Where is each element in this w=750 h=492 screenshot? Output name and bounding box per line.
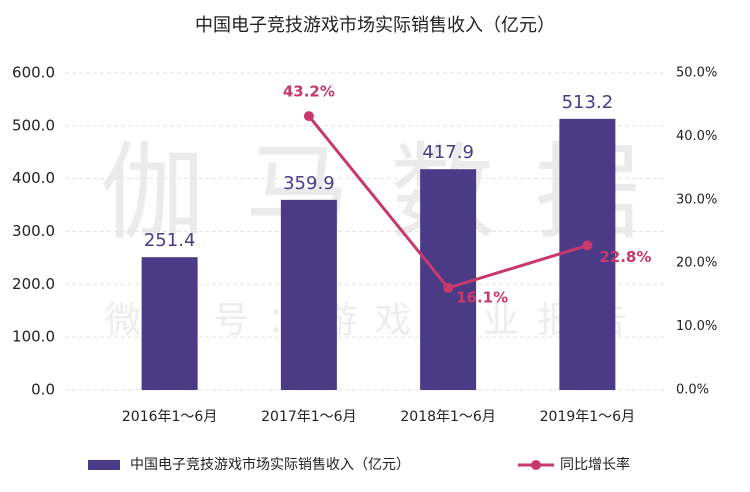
- line-point: [582, 240, 593, 251]
- data-label: 417.9: [422, 142, 474, 163]
- y2-tick-label: 0.0%: [676, 383, 709, 398]
- x-tick-label: 2017年1～6月: [261, 409, 356, 425]
- legend-swatch: [88, 460, 120, 470]
- x-tick-label: 2018年1～6月: [400, 409, 495, 425]
- y2-tick-label: 10.0%: [676, 319, 717, 334]
- legend-label: 中国电子竞技游戏市场实际销售收入（亿元）: [130, 456, 410, 473]
- data-label: 513.2: [562, 92, 614, 113]
- y-tick-label: 200.0: [12, 275, 55, 293]
- y-tick-label: 400.0: [12, 169, 55, 187]
- y2-tick-label: 40.0%: [676, 129, 717, 144]
- data-label: 22.8%: [599, 248, 651, 266]
- line-point: [443, 282, 454, 293]
- data-label: 43.2%: [283, 83, 335, 101]
- x-tick-label: 2016年1～6月: [122, 409, 217, 425]
- line-point: [303, 111, 314, 122]
- y-tick-label: 100.0: [12, 328, 55, 346]
- legend-swatch: [531, 460, 541, 470]
- y-tick-label: 500.0: [12, 116, 55, 134]
- data-label: 16.1%: [456, 288, 508, 306]
- y-tick-label: 600.0: [12, 64, 55, 82]
- y-tick-label: 0.0: [31, 381, 55, 399]
- legend-label: 同比增长率: [560, 456, 630, 473]
- y2-tick-label: 20.0%: [676, 256, 717, 271]
- y-tick-label: 300.0: [12, 222, 55, 240]
- data-label: 251.4: [144, 230, 196, 251]
- y2-tick-label: 50.0%: [676, 66, 717, 81]
- data-label: 359.9: [283, 173, 335, 194]
- bar: [420, 169, 477, 390]
- bar: [141, 257, 198, 390]
- chart-title: 中国电子竞技游戏市场实际销售收入（亿元）: [195, 15, 555, 36]
- x-tick-label: 2019年1～6月: [540, 409, 635, 425]
- bar: [559, 118, 616, 390]
- y2-tick-label: 30.0%: [676, 192, 717, 207]
- bar: [280, 199, 337, 390]
